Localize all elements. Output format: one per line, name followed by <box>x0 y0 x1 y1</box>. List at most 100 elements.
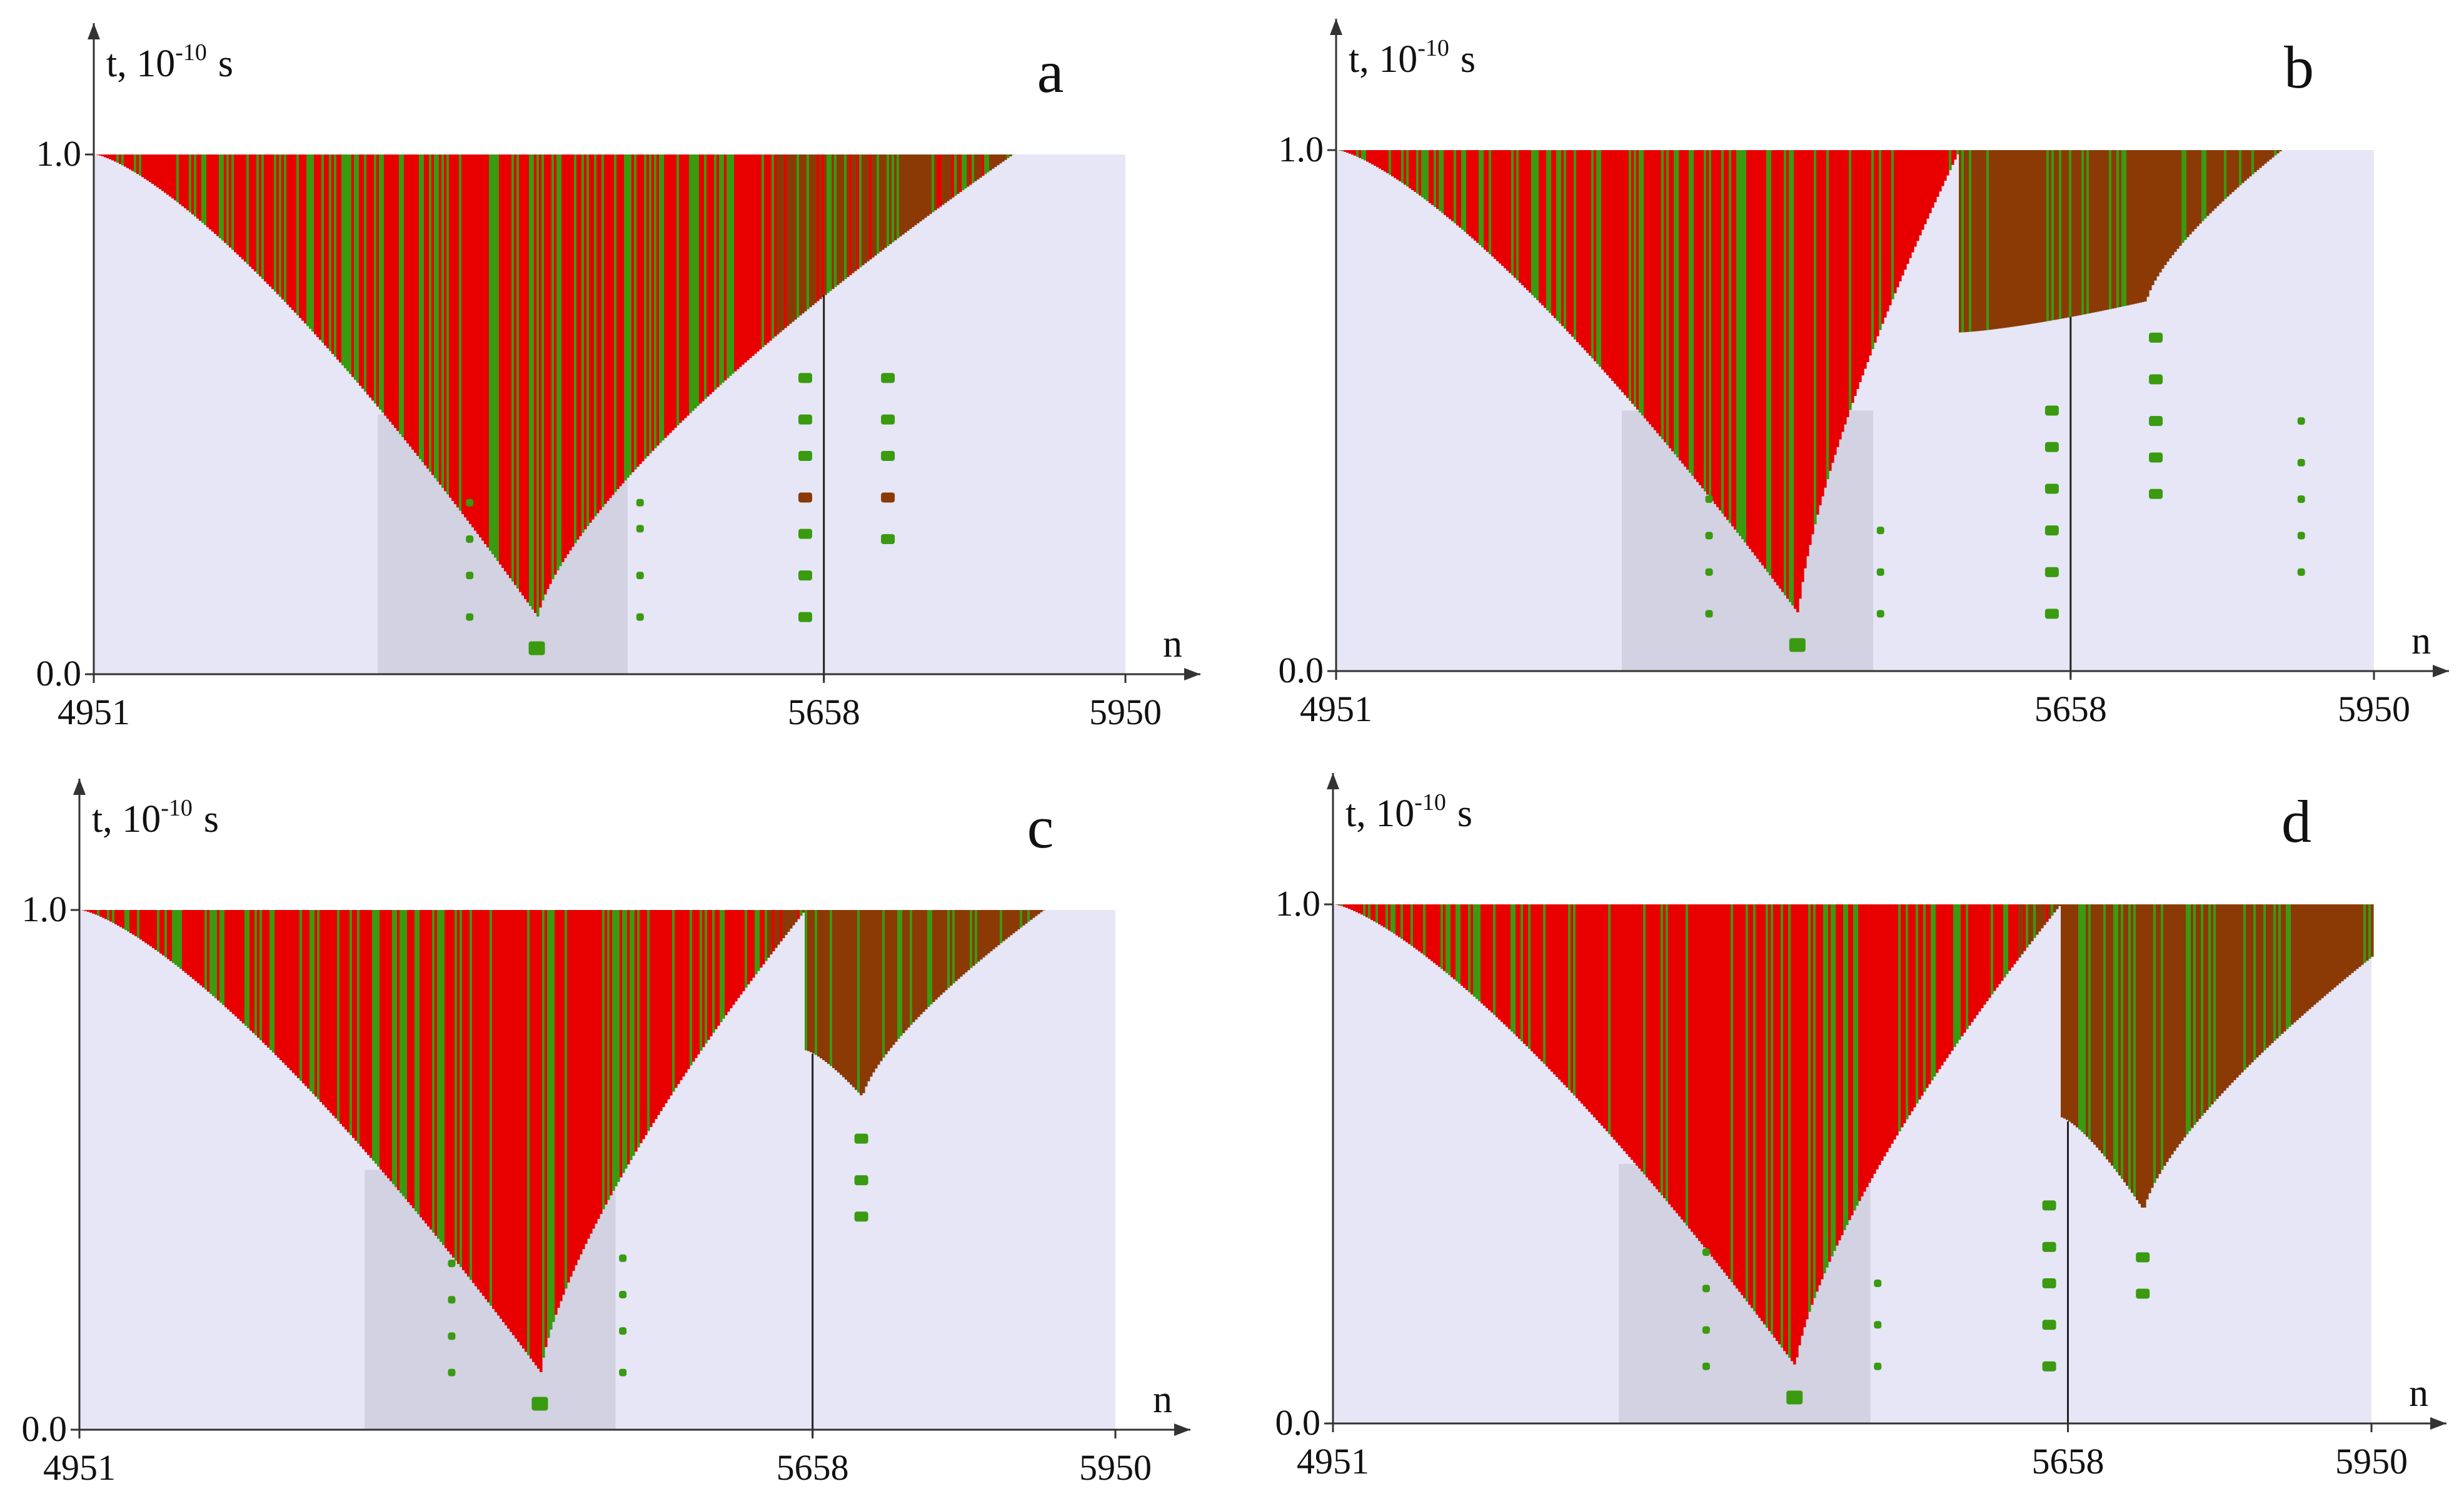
state-stripe <box>475 910 478 1286</box>
state-stripe <box>1621 150 1624 393</box>
state-stripe <box>1831 150 1834 463</box>
state-stripe <box>1709 150 1712 498</box>
state-stripe <box>930 910 933 1005</box>
state-stripe <box>954 154 957 196</box>
state-stripe <box>780 910 783 942</box>
state-stripe <box>214 910 218 999</box>
state-stripe <box>450 910 453 1255</box>
state-stripe <box>784 154 787 328</box>
state-stripe <box>2251 150 2255 174</box>
state-stripe <box>1601 904 1604 1126</box>
state-stripe <box>2216 904 2219 1099</box>
state-stripe <box>1020 910 1023 927</box>
state-stripe <box>157 910 160 952</box>
state-stripe <box>2016 904 2019 961</box>
state-stripe <box>277 910 280 1058</box>
state-stripe <box>1478 904 1481 1001</box>
state-stripe <box>2131 904 2134 1193</box>
state-stripe <box>2039 150 2042 323</box>
state-stripe <box>382 910 385 1173</box>
state-stripe <box>894 154 897 241</box>
state-stripe <box>1743 904 1746 1298</box>
state-stripe <box>1758 904 1761 1318</box>
state-stripe <box>2371 904 2374 957</box>
state-stripe <box>1989 150 1992 330</box>
state-stripe <box>186 154 189 211</box>
state-stripe <box>1456 150 1459 226</box>
state-stripe <box>94 910 98 915</box>
state-stripe <box>351 154 355 377</box>
state-stripe <box>571 154 575 547</box>
state-stripe <box>492 910 495 1309</box>
state-dot <box>2042 1278 2056 1288</box>
state-stripe <box>1944 150 1947 181</box>
state-stripe <box>141 154 144 178</box>
state-stripe <box>1796 904 1799 1358</box>
state-stripe <box>2186 150 2190 238</box>
state-stripe <box>2119 150 2122 307</box>
state-stripe <box>819 154 822 300</box>
state-stripe <box>787 154 790 326</box>
state-stripe <box>857 154 860 270</box>
state-stripe <box>862 910 865 1093</box>
state-stripe <box>1768 904 1771 1332</box>
state-dot <box>2297 458 2305 467</box>
state-stripe <box>1996 150 1999 329</box>
state-stripe <box>1866 150 1869 362</box>
state-stripe <box>1388 904 1391 931</box>
state-dot <box>2149 416 2163 427</box>
state-stripe <box>2183 904 2186 1138</box>
state-stripe <box>1406 150 1409 187</box>
state-stripe <box>622 910 625 1173</box>
state-dot <box>1874 1321 1882 1329</box>
state-stripe <box>2203 904 2206 1113</box>
state-stripe <box>2006 150 2009 328</box>
x-tick-label: 4951 <box>1300 689 1372 729</box>
state-stripe <box>1871 150 1874 350</box>
state-stripe <box>454 154 457 505</box>
state-stripe <box>221 154 224 241</box>
state-stripe <box>2168 904 2171 1158</box>
state-stripe <box>2116 150 2120 308</box>
state-stripe <box>2236 150 2240 188</box>
state-stripe <box>805 910 808 1051</box>
state-stripe <box>670 910 673 1096</box>
state-stripe <box>887 154 890 246</box>
state-stripe <box>1483 904 1486 1006</box>
state-stripe <box>304 154 307 324</box>
state-stripe <box>1619 150 1622 390</box>
state-stripe <box>614 154 617 492</box>
state-stripe <box>2048 904 2051 919</box>
state-stripe <box>437 910 440 1239</box>
state-stripe <box>2004 150 2007 328</box>
state-stripe <box>2063 904 2066 1119</box>
state-stripe <box>2021 904 2024 954</box>
state-stripe <box>257 910 260 1038</box>
state-stripe <box>142 910 145 941</box>
state-stripe <box>927 910 930 1007</box>
state-stripe <box>2129 150 2132 305</box>
state-dot <box>1705 610 1713 618</box>
state-stripe <box>306 154 309 326</box>
state-dot <box>2044 525 2059 536</box>
state-stripe <box>474 154 477 531</box>
state-stripe <box>630 910 633 1160</box>
state-stripe <box>989 154 992 171</box>
state-dot <box>2042 1200 2056 1211</box>
state-stripe <box>810 910 813 1053</box>
state-stripe <box>484 154 487 544</box>
state-stripe <box>872 154 875 258</box>
state-stripe <box>1418 904 1421 952</box>
state-stripe <box>307 910 310 1089</box>
state-stripe <box>599 154 602 510</box>
state-stripe <box>2078 904 2081 1130</box>
state-stripe <box>645 910 648 1135</box>
state-stripe <box>2123 904 2126 1183</box>
state-stripe <box>1886 150 1889 311</box>
state-stripe <box>551 154 555 580</box>
state-stripe <box>667 910 670 1099</box>
state-stripe <box>2184 150 2187 240</box>
state-stripe <box>159 154 162 190</box>
state-stripe <box>734 154 737 371</box>
